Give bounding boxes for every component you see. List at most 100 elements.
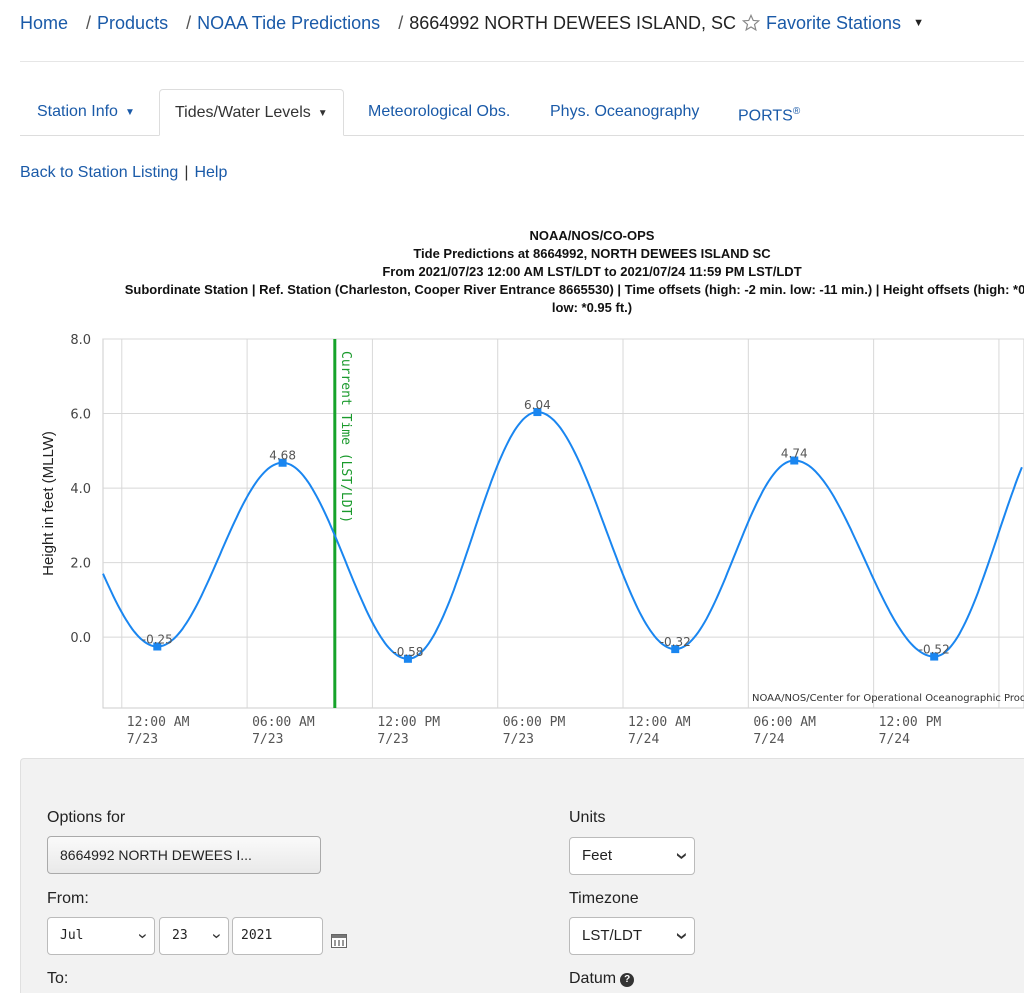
tide-extreme-marker (403, 654, 412, 663)
tide-extreme-points: -0.25 4.68 -0.58 6.04 -0.32 4.74 -0.52 (142, 398, 950, 663)
tide-extreme-marker (153, 642, 162, 651)
x-tick-date-label: 7/23 (377, 732, 408, 745)
timezone-select[interactable]: LST/LDT ❯ (569, 917, 695, 955)
options-for-label: Options for (47, 809, 126, 826)
chevron-down-icon: ❯ (211, 932, 223, 940)
y-axis-label: Height in feet (MLLW) (40, 431, 57, 576)
x-tick-time-label: 06:00 AM (753, 715, 816, 730)
x-tick-date-label: 7/24 (753, 732, 784, 745)
tide-extreme-marker (930, 652, 939, 661)
breadcrumb-current-station: 8664992 NORTH DEWEES ISLAND, SC (409, 12, 736, 33)
tab-label: PORTS (738, 107, 793, 125)
y-tick-label: 8.0 (70, 333, 91, 348)
x-tick-time-label: 12:00 AM (628, 715, 691, 730)
from-year-input[interactable]: 2021 (232, 917, 323, 955)
plot-area (102, 338, 1024, 709)
current-time-label: Current Time (LST/LDT) (338, 351, 353, 523)
tide-extreme-label: -0.58 (392, 645, 423, 659)
help-link[interactable]: Help (194, 164, 228, 181)
options-panel: Options for 8664992 NORTH DEWEES I... Fr… (20, 758, 1024, 993)
x-tick-date-label: 7/24 (628, 732, 659, 745)
registered-mark: ® (792, 106, 801, 117)
units-label: Units (569, 809, 606, 826)
tab-label: Tides/Water Levels (175, 104, 311, 121)
chevron-down-icon[interactable]: ▼ (913, 17, 924, 29)
station-select-button[interactable]: 8664992 NORTH DEWEES I... (47, 836, 321, 874)
link-separator: | (184, 164, 189, 181)
from-day-value: 23 (172, 928, 188, 943)
breadcrumb-separator: / (186, 12, 192, 33)
tide-extreme-label: -0.32 (660, 635, 691, 649)
breadcrumb-home-link[interactable]: Home (20, 12, 69, 33)
tab-meteorological-obs[interactable]: Meteorological Obs. (368, 89, 510, 134)
from-month-value: Jul (60, 928, 84, 943)
to-label: To: (47, 970, 69, 987)
y-tick-label: 6.0 (70, 408, 91, 423)
units-value: Feet (582, 847, 613, 864)
calendar-icon[interactable] (331, 934, 347, 948)
tab-ports[interactable]: PORTS® (738, 89, 800, 134)
tide-extreme-marker (533, 408, 542, 417)
x-tick-date-label: 7/23 (127, 732, 158, 745)
chart-title-line: NOAA/NOS/CO-OPS (530, 228, 655, 243)
from-label: From: (47, 890, 89, 907)
chevron-down-icon: ▼ (124, 107, 135, 118)
y-tick-label: 4.0 (70, 482, 91, 497)
tab-phys-oceanography[interactable]: Phys. Oceanography (550, 89, 699, 134)
chart-title-line: From 2021/07/23 12:00 AM LST/LDT to 2021… (382, 264, 801, 279)
station-tabs: Station Info ▼ Tides/Water Levels ▼ Meteor… (20, 89, 1024, 136)
chart-credit: NOAA/NOS/Center for Operational Oceanogr… (752, 693, 1024, 704)
tab-label: Meteorological Obs. (368, 103, 511, 120)
from-day-select[interactable]: 23 ❯ (159, 917, 229, 955)
y-tick-label: 0.0 (70, 631, 91, 646)
chart-title-line: Tide Predictions at 8664992, NORTH DEWEE… (413, 246, 771, 261)
x-tick-time-label: 12:00 PM (879, 715, 942, 730)
datum-label: Datum (569, 970, 617, 987)
tide-extreme-label: 4.68 (269, 449, 296, 463)
x-tick-time-label: 06:00 PM (503, 715, 566, 730)
tide-prediction-chart: NOAA/NOS/CO-OPS Tide Predictions at 86649… (40, 228, 1024, 745)
timezone-value: LST/LDT (582, 927, 643, 944)
x-tick-date-label: 7/23 (252, 732, 283, 745)
tab-label: Station Info (37, 103, 118, 120)
chart-title: NOAA/NOS/CO-OPS Tide Predictions at 86649… (125, 228, 1024, 315)
tide-extreme-marker (671, 645, 680, 654)
current-time-marker: Current Time (LST/LDT) (333, 339, 353, 708)
chart-title-line: low: *0.95 ft.) (552, 300, 632, 315)
favorite-stations-link[interactable]: Favorite Stations (766, 12, 902, 33)
chevron-down-icon: ❯ (137, 932, 149, 940)
from-month-select[interactable]: Jul ❯ (47, 917, 155, 955)
x-tick-time-label: 12:00 AM (127, 715, 190, 730)
chart-grid (102, 338, 1024, 709)
tide-extreme-label: -0.52 (919, 643, 950, 657)
tab-station-info[interactable]: Station Info ▼ (37, 89, 135, 134)
tab-label: Phys. Oceanography (550, 103, 700, 120)
tide-extreme-label: 6.04 (524, 398, 551, 412)
tide-prediction-line (102, 411, 1023, 660)
y-axis-ticks: 8.0 6.0 4.0 2.0 0.0 (70, 333, 91, 646)
chevron-down-icon: ▼ (317, 108, 328, 119)
breadcrumb-separator: / (86, 12, 92, 33)
x-tick-time-label: 06:00 AM (252, 715, 315, 730)
divider (20, 61, 1024, 62)
breadcrumb: Home / Products / NOAA Tide Predictions … (20, 10, 924, 36)
tab-tides-water-levels[interactable]: Tides/Water Levels ▼ (159, 89, 344, 136)
help-icon[interactable]: ? (620, 973, 635, 987)
sub-links: Back to Station Listing | Help (20, 164, 227, 182)
units-select[interactable]: Feet ❯ (569, 837, 695, 875)
tide-extreme-marker (278, 458, 287, 467)
timezone-label: Timezone (569, 890, 639, 907)
chevron-down-icon: ❯ (676, 851, 687, 861)
x-tick-date-label: 7/24 (879, 732, 910, 745)
x-tick-time-label: 12:00 PM (377, 715, 440, 730)
chart-title-line: Subordinate Station | Ref. Station (Char… (125, 282, 1024, 297)
star-icon[interactable] (742, 14, 760, 32)
datum-label-row: Datum? (569, 970, 635, 988)
breadcrumb-products-link[interactable]: Products (97, 12, 169, 33)
y-tick-label: 2.0 (70, 557, 91, 572)
back-to-station-listing-link[interactable]: Back to Station Listing (20, 164, 179, 181)
x-tick-date-label: 7/23 (503, 732, 534, 745)
breadcrumb-tide-predictions-link[interactable]: NOAA Tide Predictions (197, 12, 381, 33)
tide-extreme-label: -0.25 (142, 633, 173, 647)
tide-extreme-marker (790, 456, 799, 465)
